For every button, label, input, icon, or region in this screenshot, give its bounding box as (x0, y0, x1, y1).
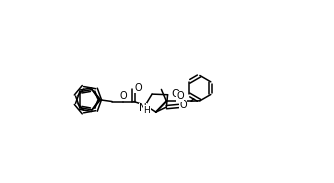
Text: O: O (176, 91, 184, 101)
Text: O: O (171, 89, 179, 99)
Text: O: O (134, 83, 142, 93)
Text: H: H (143, 106, 150, 115)
Text: O: O (120, 91, 127, 101)
Text: O: O (179, 100, 187, 111)
Text: N: N (139, 103, 147, 113)
